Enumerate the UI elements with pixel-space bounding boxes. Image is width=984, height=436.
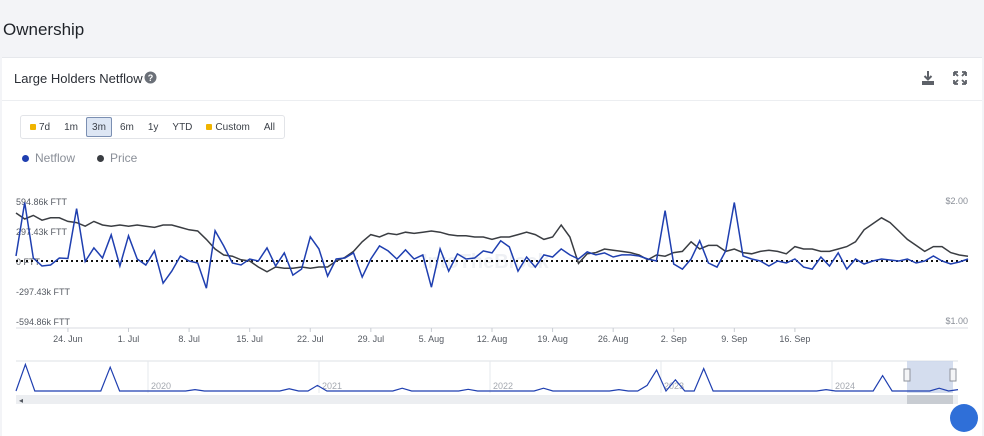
legend-label-price: Price (110, 151, 138, 165)
card-title: Large Holders Netflow (14, 71, 143, 86)
netflow-dot-icon (22, 154, 29, 162)
y-axis-tick-label: 297.43k FTT (16, 227, 68, 237)
range-label: 1y (147, 121, 159, 133)
legend: Netflow Price (22, 151, 137, 165)
navigator-line (15, 362, 959, 393)
range-label: YTD (172, 121, 193, 133)
scrollbar-thumb (907, 395, 953, 404)
x-axis-tick-label: 16. Sep (779, 334, 810, 344)
navigator-year-label: 2020 (151, 381, 171, 391)
help-icon[interactable]: ? (144, 71, 157, 84)
navigator-year-label: 2024 (835, 381, 855, 391)
expand-icon[interactable] (952, 70, 968, 86)
netflow-line (15, 202, 969, 289)
x-axis-tick-label: 12. Aug (477, 334, 508, 344)
svg-text:?: ? (148, 73, 154, 83)
range-label: 6m (119, 121, 134, 133)
range-label: Custom (215, 121, 250, 133)
legend-item-price[interactable]: Price (97, 151, 137, 165)
range-button-custom[interactable]: Custom (200, 117, 255, 137)
range-button-7d[interactable]: 7d (24, 117, 56, 137)
x-axis-tick-label: 5. Aug (419, 334, 445, 344)
price-dot-icon (97, 154, 105, 162)
scroll-left-arrow-icon: ◂ (19, 396, 23, 405)
range-button-1m[interactable]: 1m (58, 117, 84, 137)
y-axis-tick-label: 594.86k FTT (16, 197, 68, 207)
navigator-year-label: 2023 (664, 381, 684, 391)
range-selector: 7d 1m 3m 6m 1y YTD Custom All (20, 115, 285, 139)
y-right-tick-label: $2.00 (945, 196, 968, 206)
navigator-year-label: 2022 (493, 381, 513, 391)
x-axis-tick-label: 26. Aug (598, 334, 629, 344)
netflow-card: Large Holders Netflow ? 7d 1m 3m 6m 1y YTD Cus… (2, 57, 982, 436)
range-button-3m[interactable]: 3m (86, 117, 112, 137)
watermark: IntoTheBlock (422, 251, 550, 273)
range-label: 1m (64, 121, 79, 133)
range-label: All (263, 121, 275, 133)
x-axis-tick-label: 22. Jul (297, 334, 324, 344)
lock-icon (30, 124, 36, 130)
legend-item-netflow[interactable]: Netflow (22, 151, 75, 165)
y-right-tick-label: $1.00 (945, 316, 968, 326)
y-axis-tick-label: -297.43k FTT (16, 287, 71, 297)
card-header: Large Holders Netflow ? (2, 58, 982, 101)
x-axis-tick-label: 19. Aug (537, 334, 568, 344)
navigator-year-label: 2021 (322, 381, 342, 391)
range-button-1y[interactable]: 1y (142, 117, 165, 137)
page-title: Ownership (3, 20, 85, 39)
download-icon[interactable] (920, 70, 936, 86)
y-axis-tick-label: 0 FTT (16, 257, 41, 267)
price-line (15, 212, 969, 273)
navigator-selection (907, 361, 953, 393)
x-axis-tick-label: 15. Jul (236, 334, 263, 344)
range-button-all[interactable]: All (258, 117, 281, 137)
lock-icon (206, 124, 213, 130)
x-axis-tick-label: 24. Jun (53, 334, 83, 344)
range-button-ytd[interactable]: YTD (166, 117, 198, 137)
scrollbar-track (16, 395, 958, 404)
navigator-handle (903, 368, 911, 382)
x-axis-tick-label: 2. Sep (661, 334, 687, 344)
range-label: 3m (92, 121, 106, 133)
legend-label-netflow: Netflow (35, 151, 76, 165)
chat-bubble-icon (950, 404, 978, 432)
x-axis-tick-label: 9. Sep (721, 334, 747, 344)
range-button-6m[interactable]: 6m (114, 117, 140, 137)
x-axis-tick-label: 1. Jul (118, 334, 140, 344)
y-axis-tick-label: -594.86k FTT (16, 317, 71, 327)
range-label: 7d (39, 121, 51, 133)
x-axis-tick-label: 8. Jul (178, 334, 200, 344)
navigator-handle (949, 368, 957, 382)
x-axis-tick-label: 29. Jul (358, 334, 385, 344)
